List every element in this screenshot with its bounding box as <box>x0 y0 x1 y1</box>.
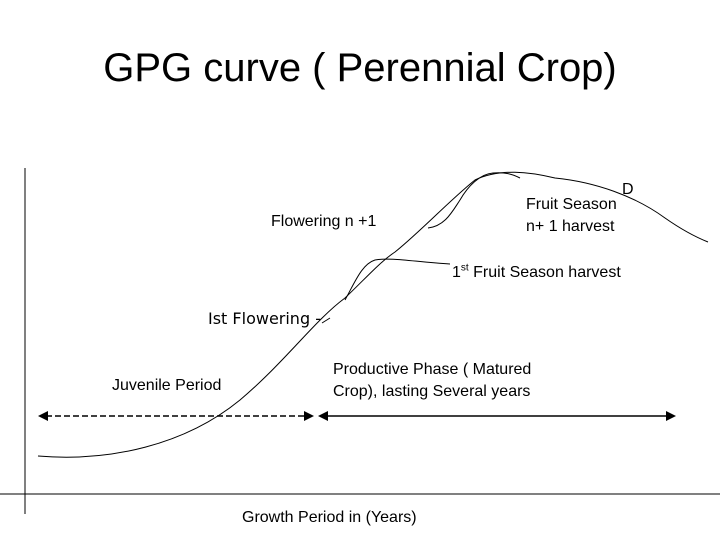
growth-curve <box>37 171 709 458</box>
first-fruit-rest: Fruit Season harvest <box>468 264 621 281</box>
ist-flowering-tick <box>321 317 331 324</box>
juvenile-period-label: Juvenile Period <box>112 377 222 394</box>
productive-arrowhead-left <box>318 411 328 421</box>
productive-line1: Productive Phase ( Matured <box>333 361 532 378</box>
productive-phase-label: Productive Phase ( Matured Crop), lastin… <box>333 359 531 403</box>
second-fruit-wiggle <box>427 172 521 229</box>
first-fruit-season-label: 1st Fruit Season harvest <box>452 262 621 284</box>
ist-flowering-tail: - <box>310 309 321 328</box>
page-title: GPG curve ( Perennial Crop) <box>103 46 617 90</box>
flowering-n1-label: Flowering n +1 <box>271 213 377 230</box>
juvenile-arrowhead-left <box>38 411 48 421</box>
first-fruit-sup: st <box>460 262 469 274</box>
fruit-season-line1: Fruit Season <box>526 196 617 213</box>
point-d-label: D <box>622 181 634 198</box>
productive-arrowhead-right <box>666 411 676 421</box>
fruit-season-n1-label: Fruit Season n+ 1 harvest <box>526 194 617 238</box>
first-fruit-prefix: 1 <box>452 264 461 281</box>
fruit-season-line2: n+ 1 harvest <box>526 218 615 235</box>
productive-line2: Crop), lasting Several years <box>333 383 531 400</box>
first-fruit-wiggle <box>344 258 451 301</box>
growth-period-axis-label: Growth Period in (Years) <box>242 509 417 526</box>
ist-flowering-text: Ist Flowering <box>208 309 311 328</box>
ist-flowering-label: Ist Flowering - <box>208 308 321 330</box>
juvenile-arrowhead-right <box>304 411 314 421</box>
